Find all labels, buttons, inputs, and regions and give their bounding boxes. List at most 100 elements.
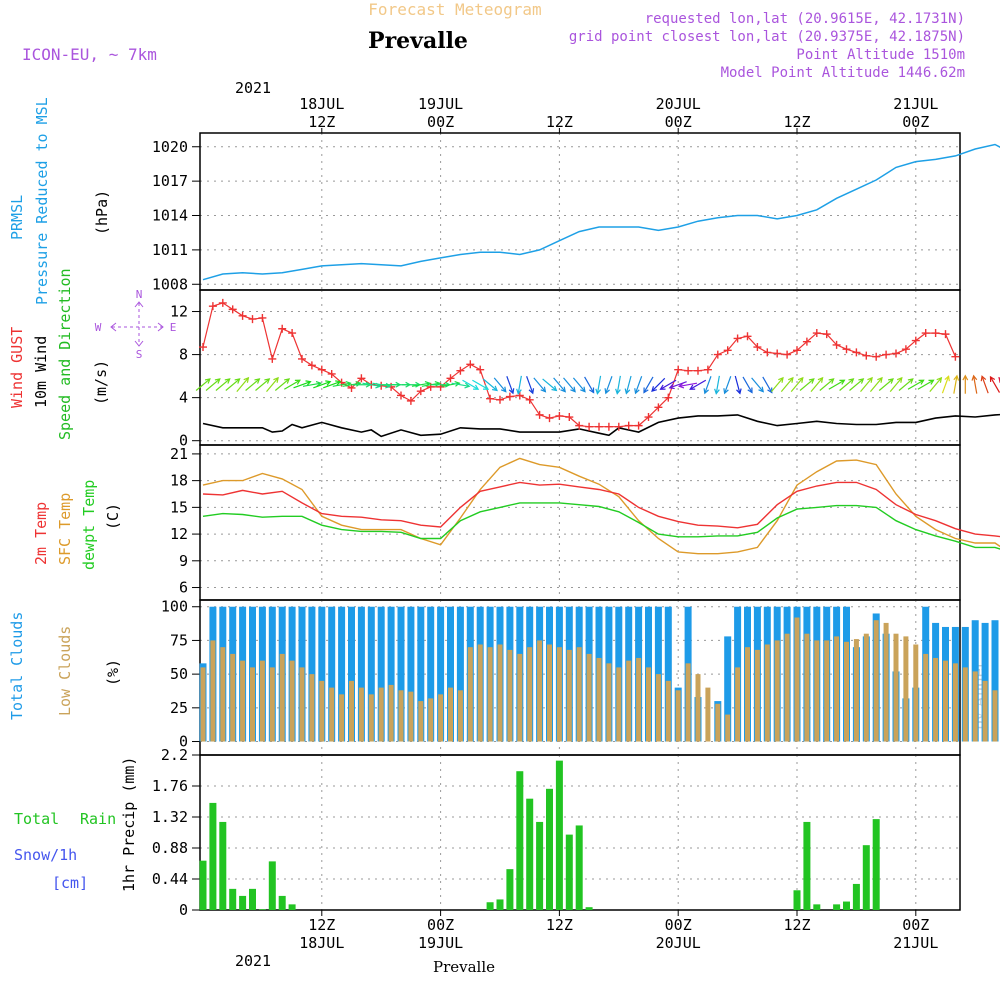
wind-direction-arrow	[953, 375, 958, 394]
temp2m-line	[202, 481, 1000, 538]
wind-direction-arrowhead	[224, 378, 231, 384]
total-cloud-bar	[387, 606, 395, 742]
low-cloud-bar	[279, 653, 285, 742]
wind-direction-arrowhead	[243, 376, 250, 383]
wind-direction-arrowhead	[615, 388, 621, 395]
wind-direction-arrow	[323, 381, 341, 389]
gust-marker	[723, 346, 732, 355]
wind-direction-arrowhead	[778, 376, 784, 383]
low-cloud-bar	[586, 653, 592, 742]
gust-marker	[911, 336, 920, 345]
wind-speed-line	[202, 413, 1000, 438]
wind-direction-arrowhead	[848, 378, 855, 384]
gust-marker	[496, 395, 504, 404]
wind-direction-arrowhead	[767, 387, 773, 394]
bottom-axis-hour-label: 12Z	[546, 916, 573, 934]
wind-direction-arrow	[790, 377, 804, 393]
gust-marker	[674, 365, 683, 374]
wind-direction-arrowhead	[659, 384, 666, 390]
wind-direction-arrowhead	[482, 384, 490, 390]
low-cloud-bar	[774, 640, 780, 742]
low-cloud-bar	[388, 684, 394, 742]
y-tick-label: 50	[170, 665, 188, 683]
wind-direction-arrowhead	[907, 378, 914, 384]
y-tick-label: 12	[170, 525, 188, 543]
wind-direction-arrowhead	[689, 384, 696, 390]
point-altitude: Point Altitude 1510m	[796, 47, 965, 63]
y-tick-label: 15	[170, 498, 188, 516]
low-cloud-bar	[715, 703, 721, 742]
wind-direction-arrowhead	[758, 386, 764, 393]
wind-direction-arrowhead	[971, 374, 978, 381]
gust-marker	[713, 350, 722, 359]
low-cloud-bar	[349, 680, 354, 742]
top-axis-year: 2021	[235, 79, 271, 97]
gust-marker	[545, 414, 554, 423]
wind-direction-arrow	[313, 381, 331, 389]
wind-direction-arrowhead	[325, 380, 332, 386]
wind-direction-arrow	[907, 379, 924, 390]
wind-direction-arrow	[616, 375, 621, 394]
wind-direction-arrowhead	[867, 376, 873, 383]
wind-direction-arrowhead	[528, 388, 535, 395]
bottom-axis-day-label: 20JUL	[656, 934, 701, 952]
wind-direction-arrow	[651, 377, 666, 392]
wind-panel: 0 4 8 12	[170, 290, 1000, 450]
compass-north: N	[136, 288, 143, 301]
snow-unit-label: [cm]	[52, 874, 88, 892]
low-cloud-bar	[220, 647, 226, 742]
low-cloud-bar	[972, 671, 978, 742]
wind-direction-arrowhead	[254, 378, 261, 384]
low-cloud-bar	[606, 663, 612, 742]
gust-marker	[288, 329, 297, 338]
low-cloud-bar	[259, 660, 265, 742]
gust-marker	[773, 349, 782, 358]
y-tick-label: 1008	[152, 275, 188, 293]
wind-direction-arrowhead	[540, 386, 547, 393]
wind-direction-arrowhead	[580, 386, 586, 393]
wind-direction-arrow	[302, 382, 321, 387]
total-cloud-bar	[367, 606, 375, 742]
gust-marker	[634, 421, 643, 430]
gust-marker	[901, 345, 910, 354]
low-cloud-bar	[893, 633, 899, 742]
bottom-axis-year: 2021	[235, 952, 271, 970]
total-cloud-bar	[377, 606, 385, 742]
compass-rose: N S W E	[95, 288, 177, 361]
dewpt-temp-label: dewpt Temp	[80, 480, 98, 570]
precip-bar	[862, 845, 870, 910]
wind-direction-arrowhead	[589, 387, 595, 394]
total-cloud-bar	[318, 606, 326, 742]
total-cloud-bar	[417, 606, 425, 742]
low-cloud-bar	[527, 647, 533, 742]
precip-bar	[585, 907, 593, 910]
total-cloud-bar	[397, 606, 405, 742]
temperature-panel: 6 9 12 15 18 21	[170, 444, 1000, 601]
wind-direction-arrow	[225, 378, 240, 391]
dewpt-line	[202, 502, 1000, 550]
gust-marker	[258, 313, 267, 322]
wind-direction-arrow	[526, 376, 534, 394]
low-cloud-bar	[616, 667, 622, 742]
gust-marker	[614, 422, 623, 431]
precip-bar	[536, 821, 544, 910]
low-cloud-bar	[705, 687, 711, 742]
wind-direction-arrow	[517, 375, 522, 394]
gust-marker	[802, 337, 811, 346]
wind-direction-arrow	[293, 381, 311, 389]
gust-marker	[208, 302, 217, 311]
low-cloud-bar	[646, 667, 651, 742]
precip-unit-label: 1hr Precip (mm)	[120, 757, 138, 892]
wind-direction-arrowhead	[595, 388, 602, 395]
wind-direction-arrowhead	[962, 374, 969, 381]
low-cloud-bar	[655, 674, 661, 742]
gust-marker	[703, 365, 712, 374]
low-cloud-bar	[824, 640, 830, 742]
wind-direction-arrow	[715, 375, 720, 394]
wind-direction-arrow	[605, 376, 613, 394]
gust-marker	[783, 350, 792, 359]
low-cloud-bar	[339, 694, 345, 742]
gust-marker	[278, 324, 287, 333]
wind-direction-arrow	[828, 379, 845, 390]
